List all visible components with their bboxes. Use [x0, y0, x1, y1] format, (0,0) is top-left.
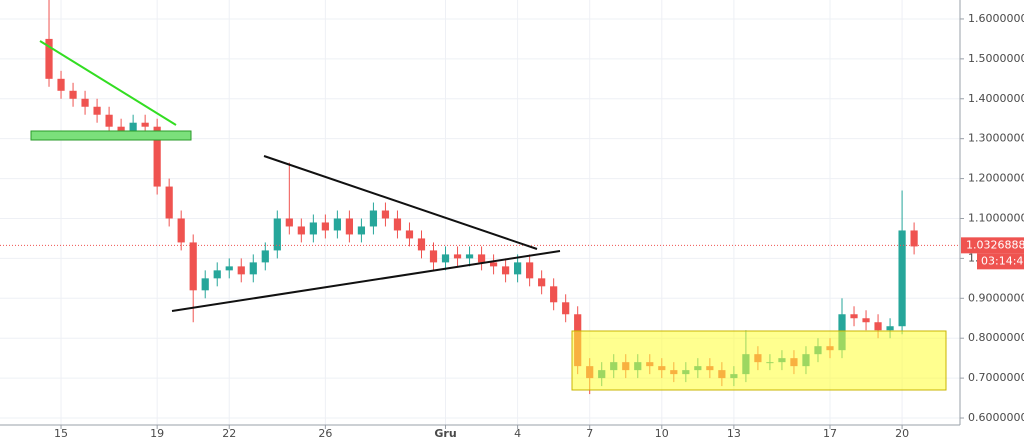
candle-body: [273, 218, 281, 251]
candle-body: [225, 266, 233, 271]
candle-body: [417, 238, 426, 251]
drawings: [30, 40, 947, 391]
candle-body: [357, 226, 366, 235]
candle-body: [249, 262, 257, 275]
trend-line: [171, 250, 561, 312]
x-tick-label: 13: [727, 427, 741, 440]
candle-body: [165, 186, 173, 219]
support-zone: [30, 130, 192, 141]
y-tick-label: 1.50000000: [968, 52, 1024, 65]
candle-body: [129, 122, 137, 131]
candle-body: [910, 230, 918, 247]
candle-body: [153, 126, 161, 187]
candle-body: [429, 250, 438, 263]
candle-body: [562, 302, 570, 315]
candle-body: [189, 242, 197, 291]
axis-labels: 0.60000000 0.70000000 0.80000000 0.90000000…: [54, 12, 1024, 440]
candle-body: [141, 122, 149, 127]
y-tick-label: 1.30000000: [968, 132, 1024, 145]
candle-body: [441, 254, 450, 263]
x-tick-label: 15: [54, 427, 68, 440]
candle-body: [45, 38, 53, 79]
x-tick-label: 19: [150, 427, 164, 440]
candle-body: [177, 218, 185, 243]
x-tick-label: 7: [586, 427, 593, 440]
countdown-label: 03:14:45: [981, 254, 1024, 267]
candle-body: [850, 314, 858, 319]
countdown-box: [977, 253, 1024, 270]
y-tick-label: 0.80000000: [968, 331, 1024, 344]
x-tick-label: Gru: [434, 427, 456, 440]
candle-body: [369, 210, 378, 227]
x-tick-label: 20: [895, 427, 909, 440]
y-tick-label: 0.60000000: [968, 411, 1024, 424]
last-price-label: 1.03268885: [966, 238, 1024, 251]
candle-body: [381, 210, 390, 219]
candle-body: [405, 230, 414, 239]
candle-body: [201, 278, 209, 291]
range-zone: [571, 330, 947, 391]
x-tick-label: 17: [823, 427, 837, 440]
candle-body: [465, 254, 474, 259]
candle-body: [117, 126, 125, 131]
y-tick-label: 1.40000000: [968, 92, 1024, 105]
candle-body: [345, 218, 354, 235]
candle-body: [81, 98, 89, 107]
candle-body: [874, 322, 882, 331]
candle-body: [886, 326, 894, 331]
candle-body: [501, 266, 510, 275]
y-tick-label: 1.60000000: [968, 12, 1024, 25]
candle-body: [309, 222, 317, 235]
trend-line: [39, 40, 177, 126]
y-tick-label: 1.20000000: [968, 172, 1024, 185]
candle-body: [898, 230, 906, 327]
candle-body: [261, 250, 269, 263]
candle-body: [57, 78, 65, 91]
candle-body: [237, 266, 245, 275]
candle-body: [453, 254, 462, 259]
candle-body: [105, 114, 113, 127]
price-label-box: [961, 237, 1024, 254]
candle-body: [538, 278, 546, 287]
candle-body: [477, 254, 486, 263]
candle-body: [93, 106, 101, 115]
candle-body: [489, 262, 498, 267]
y-tick-label: 1.10000000: [968, 211, 1024, 224]
y-tick-label: 0.90000000: [968, 291, 1024, 304]
candle-body: [393, 218, 402, 231]
candle-body: [213, 270, 221, 279]
candle-body: [333, 218, 341, 231]
x-tick-label: 4: [514, 427, 521, 440]
x-tick-label: 10: [655, 427, 669, 440]
candle-body: [526, 262, 534, 279]
candle-body: [297, 226, 305, 235]
x-tick-label: 22: [222, 427, 236, 440]
candle-body: [69, 90, 77, 99]
candle-body: [862, 318, 870, 323]
candle-body: [550, 286, 558, 303]
x-tick-label: 26: [318, 427, 332, 440]
trend-line: [263, 155, 538, 250]
candle-body: [514, 262, 522, 275]
candle-body: [285, 218, 293, 227]
candle-body: [321, 222, 329, 231]
y-tick-label: 0.70000000: [968, 371, 1024, 384]
